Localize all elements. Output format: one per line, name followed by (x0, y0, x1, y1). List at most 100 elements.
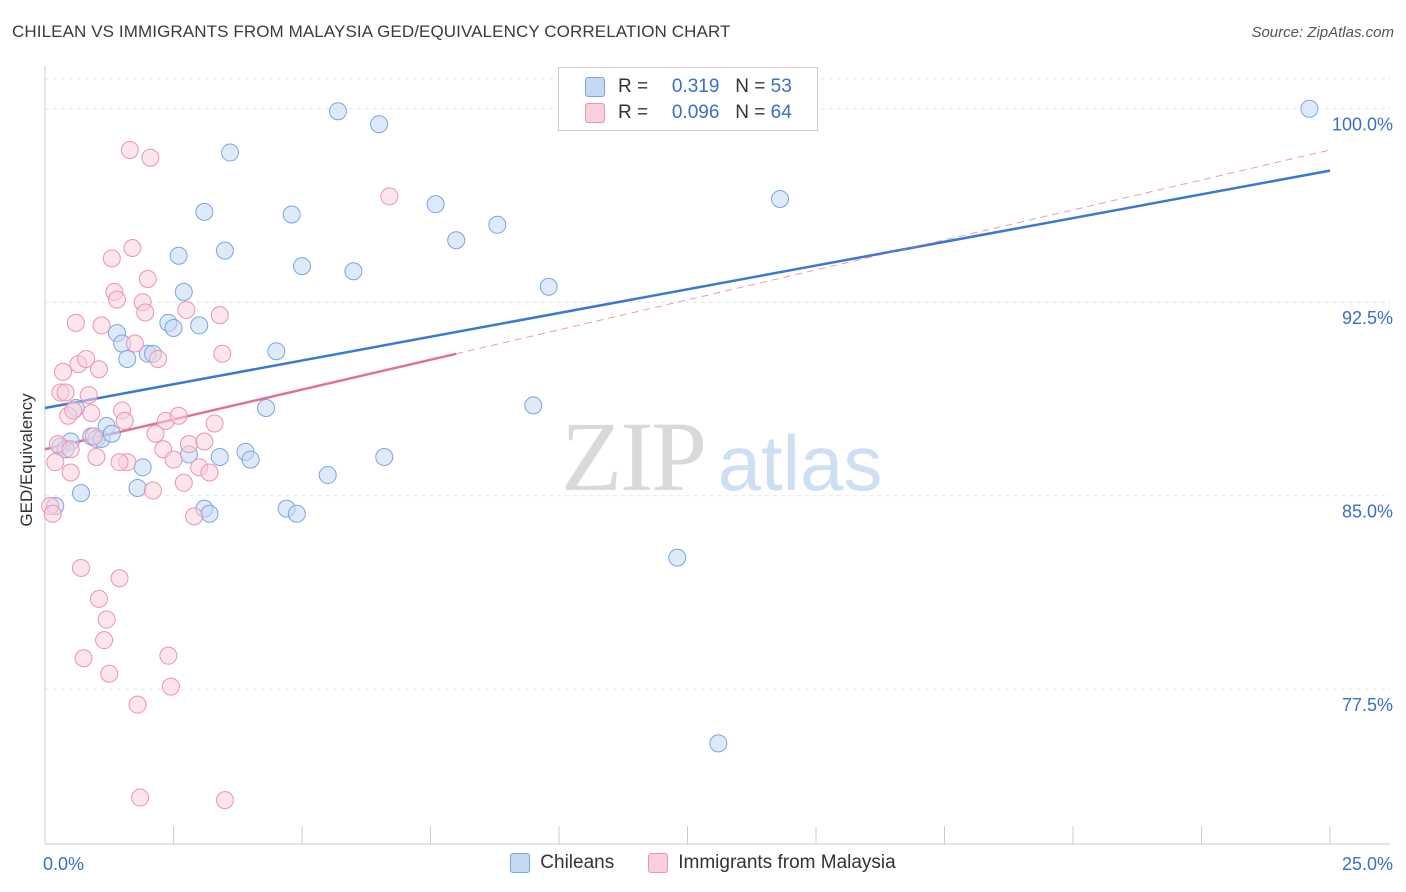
trendline-chileans (44, 169, 1331, 410)
y-tick-label: 85.0% (1342, 502, 1393, 522)
chilean-point (133, 458, 152, 477)
malaysia-point (161, 677, 180, 696)
malaysia-point (95, 631, 114, 650)
legend-r-value: 0.319 (671, 76, 720, 97)
malaysia-point (77, 349, 96, 368)
malaysia-point (61, 463, 80, 482)
chilean-point (71, 484, 90, 503)
chilean-point (164, 319, 183, 337)
malaysia-point (128, 695, 147, 714)
chilean-point (287, 504, 306, 523)
legend-n-value: 64 (770, 102, 792, 123)
chilean-point (318, 466, 337, 485)
x-tick-label-max: 25.0% (1342, 854, 1393, 874)
malaysia-point (159, 646, 178, 665)
chilean-point (771, 190, 790, 208)
chilean-point (539, 277, 558, 296)
chilean-point (118, 349, 137, 368)
tick-labels: 77.5% 85.0% 92.5% 100.0% 0.0% 25.0% (43, 115, 1393, 874)
axes (44, 66, 1390, 845)
chilean-point (375, 448, 394, 466)
watermark-zip: ZIP (561, 401, 705, 512)
y-tick-label: 100.0% (1332, 115, 1393, 135)
chilean-point (102, 424, 121, 443)
malaysia-point (107, 290, 126, 309)
trendline-malaysia-extension (456, 149, 1331, 355)
legend-label-malaysia: Immigrants from Malaysia (678, 852, 896, 873)
malaysia-point (185, 507, 204, 526)
legend-n-label: N = (735, 102, 766, 123)
malaysia-point (205, 414, 224, 433)
chilean-point (190, 316, 209, 335)
malaysia-point (200, 463, 219, 482)
malaysia-point (120, 140, 139, 159)
legend-swatch-chileans (585, 77, 605, 97)
chilean-point (709, 734, 728, 753)
malaysia-point (89, 360, 108, 379)
malaysia-point (82, 404, 101, 423)
chilean-point (200, 504, 219, 523)
malaysia-point (177, 300, 196, 319)
watermark-atlas: atlas (718, 419, 883, 507)
malaysia-point (89, 589, 108, 608)
malaysia-point (74, 649, 93, 668)
stats-legend: R = 0.319 N = 53 R = 0.096 N = 64 (558, 67, 818, 131)
malaysia-point (87, 448, 106, 466)
legend-r-label: R = (618, 102, 649, 123)
legend-n-label: N = (735, 76, 766, 97)
malaysia-point (64, 401, 83, 420)
malaysia-point (123, 239, 142, 258)
malaysia-point (169, 406, 188, 425)
malaysia-point (138, 269, 157, 288)
chilean-point (267, 342, 286, 361)
malaysia-point (215, 791, 234, 810)
chilean-point (221, 143, 240, 162)
y-tick-label: 77.5% (1342, 695, 1393, 715)
chart-title: CHILEAN VS IMMIGRANTS FROM MALAYSIA GED/… (12, 22, 731, 41)
malaysia-point (195, 432, 214, 451)
chilean-point (169, 246, 188, 265)
data-points (41, 99, 1319, 810)
malaysia-point (102, 249, 121, 268)
chilean-point (257, 398, 276, 417)
legend-n-value: 53 (770, 76, 792, 97)
chilean-point (174, 282, 193, 301)
chilean-point (328, 102, 347, 121)
chilean-point (215, 241, 234, 260)
legend-item-chileans: Chileans (510, 852, 614, 874)
chilean-point (210, 448, 229, 466)
malaysia-point (71, 558, 90, 577)
malaysia-point (92, 316, 111, 335)
malaysia-point (380, 187, 399, 206)
chilean-point (426, 195, 445, 214)
malaysia-point (84, 427, 103, 446)
malaysia-point (97, 610, 116, 629)
legend-swatch-chileans (510, 853, 531, 873)
legend-swatch-malaysia (585, 103, 605, 123)
malaysia-point (110, 569, 129, 588)
bottom-legend: Chileans Immigrants from Malaysia (0, 852, 1406, 874)
malaysia-point (61, 440, 80, 459)
malaysia-point (115, 411, 134, 430)
chilean-point (195, 202, 214, 221)
chilean-point (668, 548, 687, 567)
chilean-point (447, 231, 466, 250)
malaysia-point (125, 334, 144, 353)
malaysia-point (210, 306, 229, 325)
malaysia-point (100, 664, 119, 683)
chilean-point (282, 205, 301, 224)
malaysia-point (79, 386, 98, 405)
malaysia-point (131, 788, 150, 807)
malaysia-point (136, 303, 155, 322)
legend-label-chileans: Chileans (540, 852, 615, 873)
malaysia-point (43, 504, 62, 523)
malaysia-point (66, 313, 85, 332)
chilean-point (344, 262, 363, 281)
malaysia-point (143, 481, 162, 500)
malaysia-point (146, 424, 165, 443)
x-tick-label-min: 0.0% (43, 854, 84, 874)
chilean-point (524, 396, 543, 415)
malaysia-point (141, 148, 160, 167)
legend-r-label: R = (618, 76, 649, 97)
